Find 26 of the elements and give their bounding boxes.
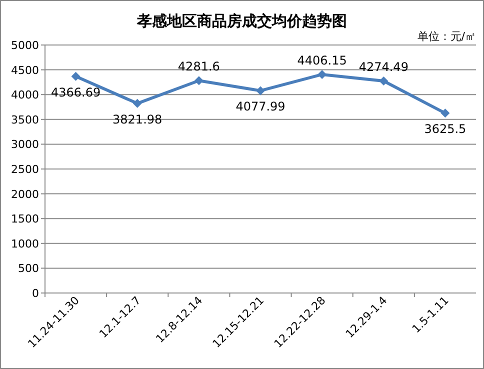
y-tick-label: 4000 [11, 88, 39, 102]
y-tick-label: 1500 [11, 212, 39, 226]
data-label: 4274.49 [358, 60, 408, 74]
data-label: 4281.6 [178, 60, 220, 74]
y-tick-label: 2000 [11, 188, 39, 201]
y-tick-label: 4500 [11, 64, 39, 77]
chart-title: 孝感地区商品房成交均价趋势图 [136, 12, 347, 30]
y-tick-label: 500 [18, 262, 39, 276]
y-tick-label: 5000 [11, 39, 39, 52]
data-label: 4366.69 [50, 85, 101, 100]
point [71, 72, 80, 81]
y-tick-label: 3500 [11, 113, 39, 126]
point [379, 76, 388, 86]
y-tick-label: 0 [32, 287, 39, 300]
point [132, 98, 142, 108]
data-label: 3821.98 [112, 112, 162, 126]
y-tick-label: 1000 [11, 237, 39, 250]
point [194, 76, 204, 86]
y-tick-label: 3000 [11, 138, 39, 152]
data-label: 4077.99 [236, 100, 286, 114]
text: 单位：元/㎡ [417, 30, 476, 43]
data-label: 4406.15 [297, 53, 347, 68]
data-label: 3625.5 [424, 122, 466, 136]
point [256, 86, 265, 96]
point [440, 108, 450, 118]
y-tick-label: 2500 [11, 163, 39, 176]
